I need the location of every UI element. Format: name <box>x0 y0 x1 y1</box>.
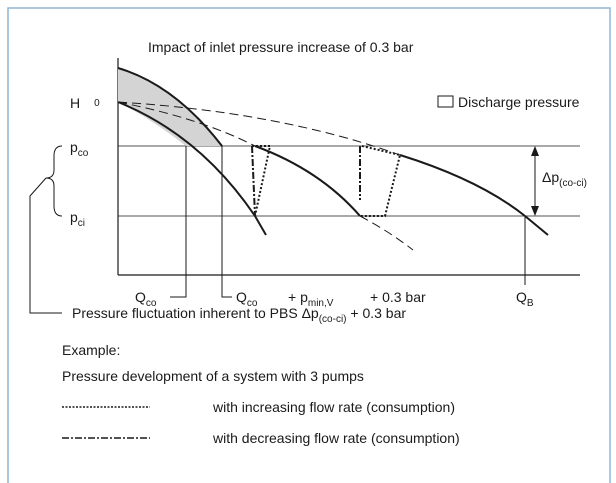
increasing-line <box>360 145 402 217</box>
text-part: 0 <box>94 98 100 109</box>
text-part: + p <box>288 289 308 305</box>
text-part: co <box>78 148 89 159</box>
increasing-label: with increasing flow rate (consumption) <box>212 399 455 415</box>
text-part: ci <box>78 218 85 229</box>
brace <box>45 145 63 217</box>
frame <box>7 7 611 483</box>
qb-label: QB <box>516 289 534 309</box>
pci-label: pci <box>70 209 85 229</box>
boost-curve <box>117 67 223 147</box>
text-part: + 0.3 bar <box>347 305 407 321</box>
legend-box <box>437 95 454 108</box>
pco-label: pco <box>70 139 89 159</box>
text-part: B <box>527 298 534 309</box>
pump1-curve <box>117 101 267 236</box>
text-part: co <box>247 298 258 309</box>
text-part: Δp <box>542 169 559 185</box>
fluctuation-label: Pressure fluctuation inherent to PBS Δp(… <box>72 305 406 325</box>
impact-area <box>118 68 222 146</box>
text-part: p <box>70 209 78 225</box>
pump2-curve <box>254 145 361 217</box>
dashed-curve <box>117 101 401 156</box>
text-part: Q <box>236 289 247 305</box>
dashed-curve <box>117 101 256 147</box>
decreasing-label: with decreasing flow rate (consumption) <box>212 430 460 446</box>
text-part: Pressure fluctuation inherent to PBS Δp <box>72 305 319 321</box>
pump3-curve <box>399 154 549 236</box>
impact-label: Impact of inlet pressure increase of 0.3… <box>148 39 414 55</box>
text-part: (co-ci) <box>559 178 587 189</box>
text-part: Q <box>516 289 527 305</box>
text-part: H <box>70 95 80 111</box>
text-part: min,V <box>308 298 334 309</box>
qco-connector <box>221 146 232 298</box>
legend-label: Discharge pressure <box>458 94 580 110</box>
bar-label: + 0.3 bar <box>370 289 426 305</box>
example-desc: Pressure development of a system with 3 … <box>62 368 364 384</box>
qco-label: Qco <box>135 289 157 309</box>
qco-connector <box>170 146 187 298</box>
text-part: co <box>146 298 157 309</box>
increasing-line <box>252 145 272 217</box>
dashed-curve <box>359 215 414 251</box>
bracket <box>29 177 62 314</box>
text-part: p <box>70 139 78 155</box>
example-label: Example: <box>62 342 120 358</box>
text-part: Q <box>135 289 146 305</box>
delta-label: Δp(co-ci) <box>542 169 587 189</box>
decreasing-line <box>251 145 256 217</box>
text-part: (co-ci) <box>319 314 347 325</box>
pmin-label: + pmin,V <box>288 289 334 309</box>
qco-label: Qco <box>236 289 258 309</box>
